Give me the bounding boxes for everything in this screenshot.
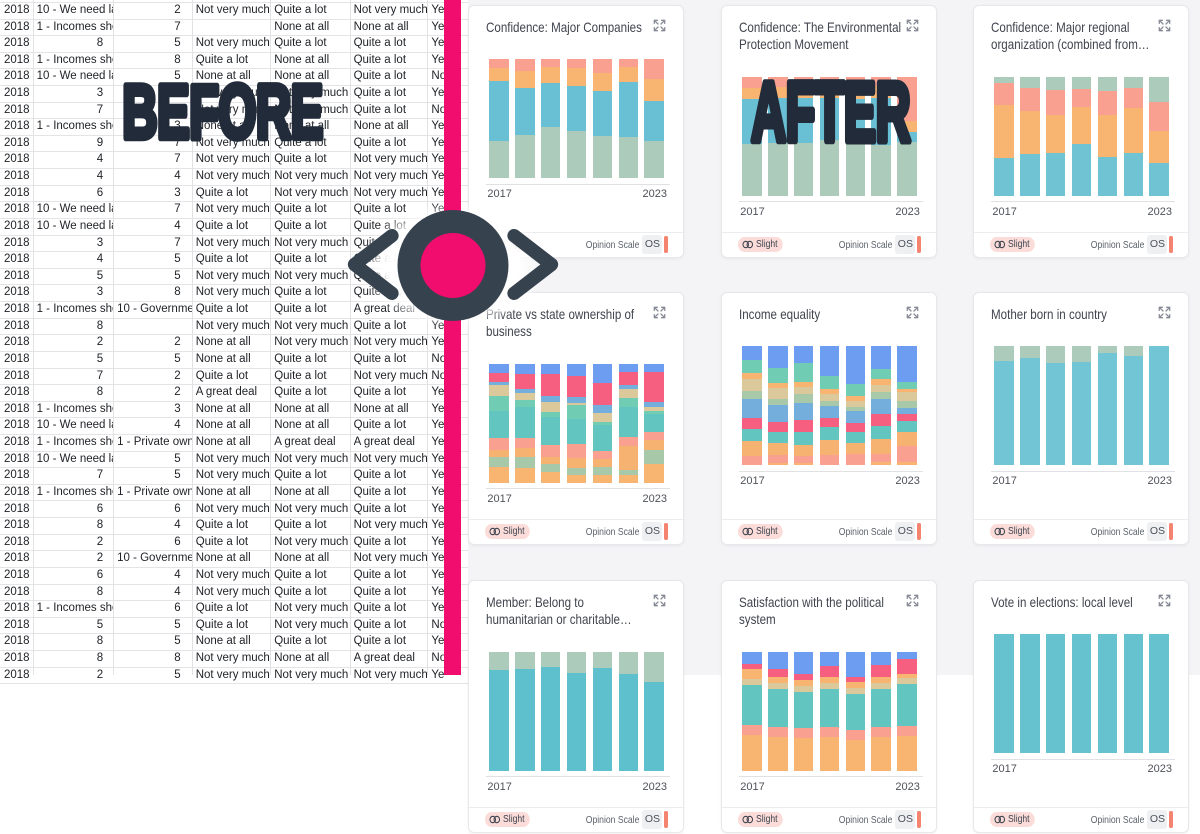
svg-text:BEFORE: BEFORE [122, 70, 322, 150]
svg-text:AFTER: AFTER [751, 66, 910, 151]
